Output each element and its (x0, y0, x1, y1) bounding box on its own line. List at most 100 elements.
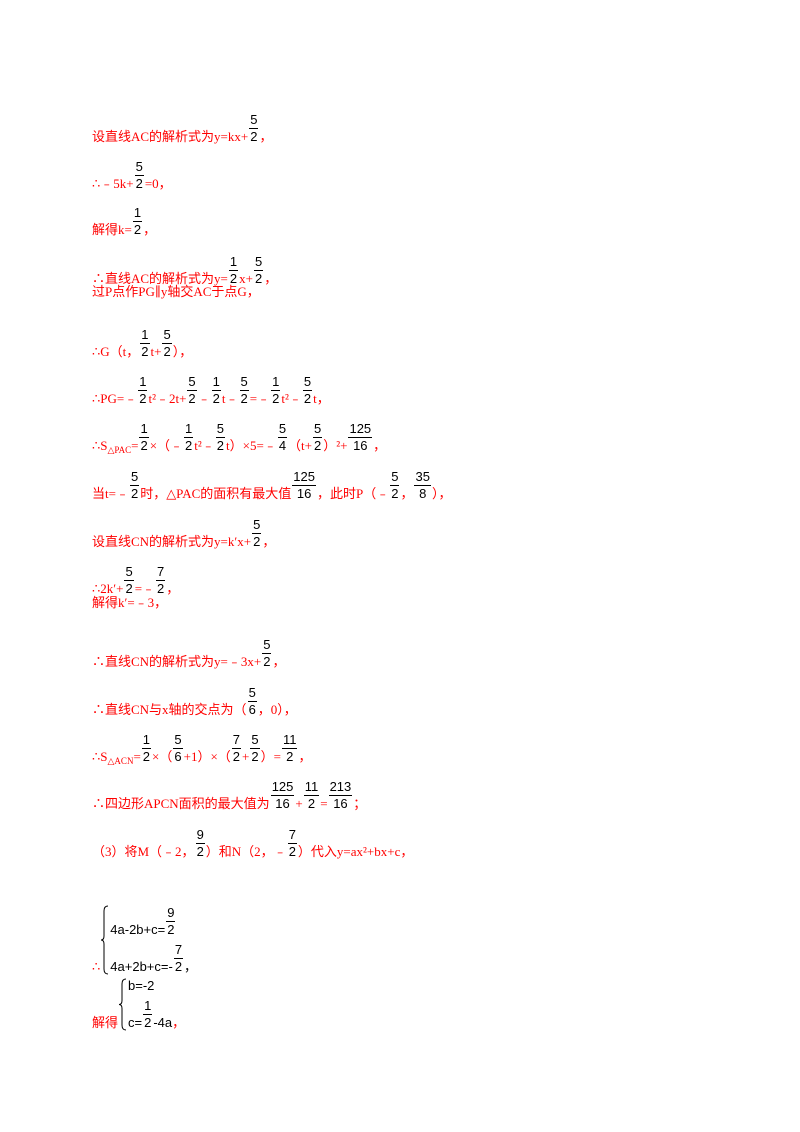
text-line: 解得k= 1 2， (92, 205, 156, 238)
text: ，0）， (257, 702, 297, 717)
denominator: 2 (132, 221, 143, 237)
fraction: 125 16 (270, 779, 295, 812)
text: ）代入y=ax²+bx+c， (297, 844, 414, 859)
text: t+ (150, 344, 162, 359)
numerator: 9 (167, 905, 175, 920)
numerator: 125 (349, 421, 372, 436)
denominator: 2 (249, 128, 259, 144)
denominator: 2 (253, 270, 264, 286)
fraction: 11 2 (281, 732, 298, 765)
text-line: ∴S△PAC= 1 2 ×（﹣ 1 2 t²﹣ 5 2 t）×5=﹣ 5 4 （t+ 5 2 ）²+ 125 16… (92, 421, 386, 458)
fraction: 125 16 (348, 421, 373, 454)
text: ， (143, 222, 157, 237)
text: 过P点作PG∥y轴交AC于点G， (92, 284, 260, 299)
numerator: 5 (248, 685, 256, 700)
denominator: 2 (139, 437, 149, 453)
text: ）= (260, 749, 281, 764)
denominator: 2 (195, 843, 205, 859)
denominator: 2 (271, 390, 281, 406)
equation: 4a+2b+c=- 7 2， (110, 942, 197, 975)
fraction: 125 16 (292, 469, 316, 502)
denominator: 2 (162, 343, 172, 359)
text: ）， (172, 344, 193, 359)
text: （3）将M（﹣2， (92, 844, 195, 859)
text-line: 过P点作PG∥y轴交AC于点G， (92, 284, 260, 300)
text: （t+ (288, 438, 312, 453)
denominator: 2 (187, 390, 197, 406)
text: x+ (239, 271, 253, 286)
numerator: 1 (133, 205, 142, 220)
numerator: 5 (163, 327, 171, 342)
numerator: 11 (304, 779, 319, 794)
text: =﹣ (134, 581, 156, 596)
text: t）×5=﹣ (226, 438, 277, 453)
fraction: 213 16 (328, 779, 353, 812)
numerator: 35 (415, 469, 430, 484)
brace-path (101, 905, 109, 975)
numerator: 5 (314, 421, 322, 436)
text: = (131, 438, 139, 453)
numerator: 1 (142, 732, 151, 747)
numerator: 5 (391, 469, 399, 484)
text: ∴G（t， (92, 344, 140, 359)
numerator: 7 (232, 732, 241, 747)
numerator: 5 (253, 517, 261, 532)
text: 设直线CN的解析式为y=k′x+ (92, 534, 252, 549)
denominator: 2 (134, 175, 144, 191)
denominator: 8 (414, 485, 431, 502)
text: ，此时P（﹣ (316, 486, 390, 501)
text-line: ∴S△ACN= 1 2 ×（ 5 6 +1）×（ 7 2 +5 2 ）= 11 2， (92, 732, 311, 769)
denominator: 2 (252, 533, 262, 549)
numerator: 1 (229, 254, 238, 269)
numerator: 213 (329, 779, 352, 794)
denominator: 2 (156, 580, 166, 596)
numerator: 5 (254, 254, 263, 269)
text: ∴S (92, 438, 108, 453)
numerator: 5 (135, 159, 143, 174)
denominator: 2 (166, 921, 176, 937)
numerator: 9 (196, 827, 204, 842)
denominator: 2 (302, 390, 313, 406)
text: ， (166, 581, 180, 596)
text: = (133, 749, 141, 764)
brace (101, 905, 109, 975)
text: t²﹣ (281, 391, 302, 406)
equation: 4a-2b+c= 9 2 (110, 905, 197, 938)
text: ）²+ (323, 438, 348, 453)
denominator: 2 (215, 437, 226, 453)
numerator: 5 (188, 374, 196, 389)
text: ， (298, 749, 312, 764)
text: ， (172, 1015, 186, 1030)
denominator: 16 (328, 795, 353, 812)
text: 解得k′=﹣3， (92, 595, 168, 610)
text: ）， (431, 486, 452, 501)
text: 4a+2b+c=- (110, 959, 173, 974)
text: ∴ (92, 959, 101, 974)
denominator: 2 (231, 748, 242, 764)
denominator: 2 (143, 1014, 153, 1030)
text: t﹣ (221, 391, 239, 406)
text: 解得 (92, 1015, 119, 1030)
denominator: 2 (184, 437, 194, 453)
fraction: 35 8 (414, 469, 431, 502)
text: ×（﹣ (149, 438, 184, 453)
denominator: 16 (348, 437, 373, 454)
